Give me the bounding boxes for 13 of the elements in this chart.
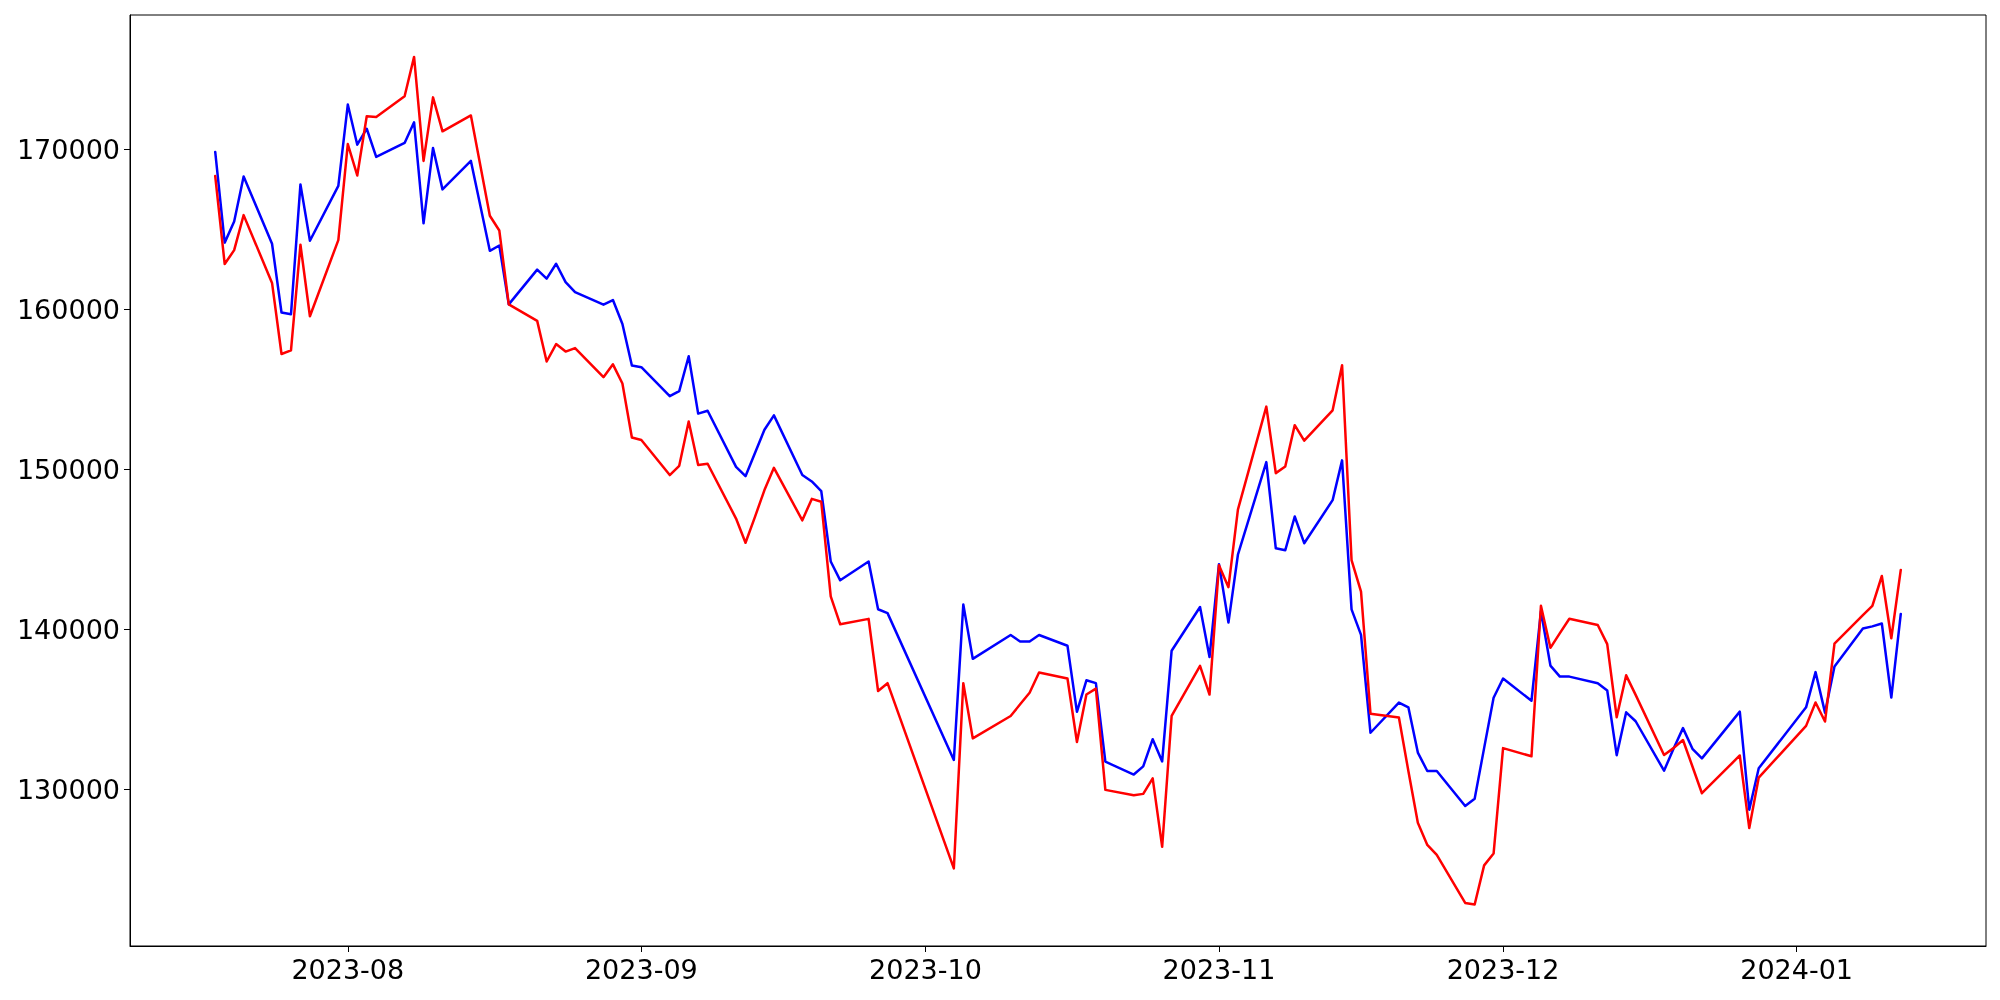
x-tick-label: 2024-01	[1740, 954, 1854, 985]
x-tick-label: 2023-12	[1446, 954, 1560, 985]
y-tick-label: 150000	[16, 453, 120, 485]
x-tick-label: 2023-08	[291, 954, 405, 985]
x-tick-label: 2023-10	[869, 954, 982, 985]
y-tick-label: 130000	[16, 773, 120, 805]
line-series	[213, 103, 1903, 811]
x-tick-label: 2023-11	[1162, 954, 1276, 985]
y-tick-label: 160000	[16, 293, 120, 325]
line-series	[213, 55, 1903, 906]
y-tick-label: 170000	[16, 133, 120, 165]
y-tick-label: 140000	[16, 613, 120, 645]
x-tick-label: 2023-09	[584, 954, 698, 985]
